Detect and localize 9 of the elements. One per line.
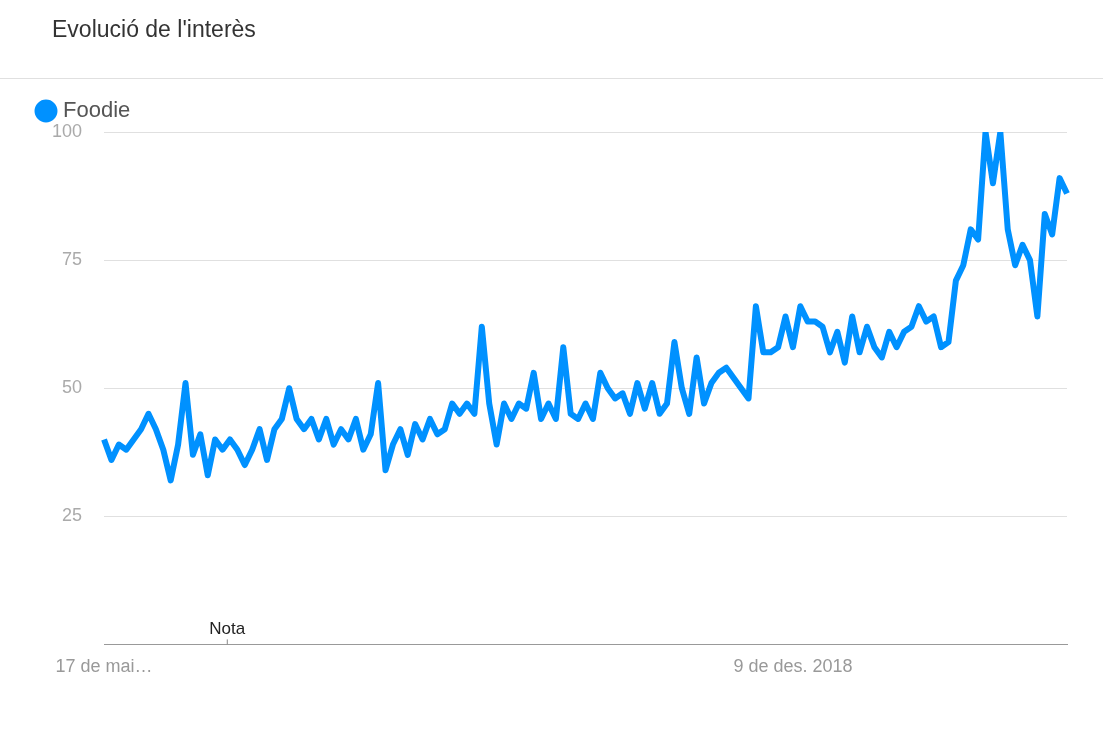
chart-title: Evolució de l'interès — [52, 16, 256, 43]
x-tick-label: 17 de mai… — [55, 656, 153, 677]
y-tick-label: 25 — [62, 505, 83, 526]
y-tick-label: 100 — [51, 120, 83, 141]
annotation: Nota — [209, 618, 246, 638]
x-tick-label: 9 de des. 2018 — [733, 656, 853, 677]
y-tick-label: 50 — [62, 377, 83, 398]
y-tick-label: 75 — [62, 249, 83, 270]
legend-label: Foodie — [63, 97, 131, 123]
